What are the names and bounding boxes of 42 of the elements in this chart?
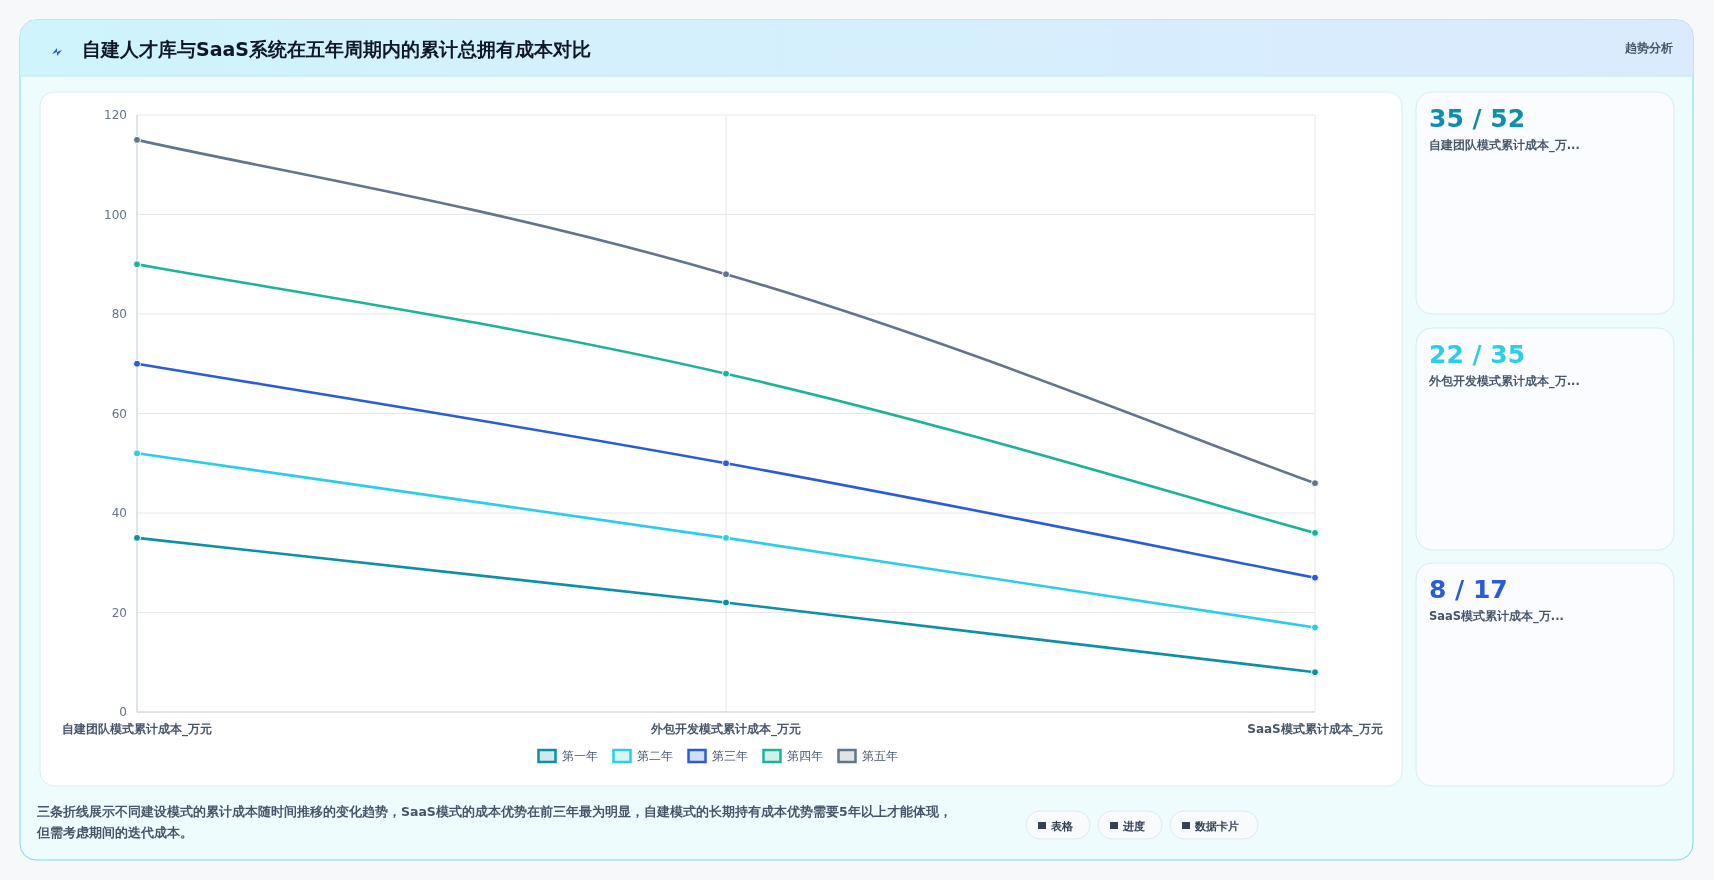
point — [1311, 623, 1319, 632]
legend-label: 第四年 — [786, 749, 823, 763]
y-tick-label: 20 — [111, 605, 127, 620]
legend-label: 第一年 — [561, 749, 598, 763]
legend-label: 第五年 — [861, 749, 898, 763]
x-tick-label: 自建团队模式累计成本_万元 — [62, 722, 212, 737]
point — [722, 598, 730, 607]
text: 22 / 35 — [1429, 340, 1526, 369]
point — [722, 459, 730, 468]
legend-label: 第二年 — [636, 749, 673, 763]
text: 8 / 17 — [1429, 575, 1508, 604]
y-tick-label: 40 — [111, 506, 127, 520]
x-tick-label: 外包开发模式累计成本_万元 — [650, 722, 801, 737]
category-label: 自建团队模式累计成本_万... — [1429, 138, 1580, 153]
point — [133, 260, 141, 269]
point — [722, 533, 730, 542]
text: 进度 — [1122, 820, 1145, 833]
y-tick-label: 80 — [111, 307, 127, 321]
point — [722, 270, 730, 279]
y-tick-label: 60 — [111, 406, 127, 421]
category-label: SaaS模式累计成本_万... — [1429, 609, 1564, 624]
x-tick-label: SaaS模式累计成本_万元 — [1247, 722, 1383, 737]
point — [133, 135, 141, 144]
chart-title: 自建人才库与SaaS系统在五年周期内的累计总拥有成本对比 — [82, 38, 592, 60]
point — [1311, 479, 1319, 488]
point — [1311, 528, 1319, 537]
point — [133, 359, 141, 368]
y-tick-label: 100 — [104, 207, 127, 222]
point — [1311, 573, 1319, 582]
point — [722, 369, 730, 378]
text: 表格 — [1050, 820, 1074, 833]
text: 35 / 52 — [1429, 104, 1526, 133]
legend-label: 第三年 — [711, 749, 748, 763]
y-tick-label: 120 — [104, 108, 127, 122]
text: 三条折线展示不同建设模式的累计成本随时间推移的变化趋势，SaaS模式的成本优势在前三年最为明显，自建模式的长期持有成本优势需要5年以上才能体现，但需考虑期间的迭代成本。 — [36, 804, 952, 840]
category-label: 外包开发模式累计成本_万... — [1428, 374, 1580, 389]
text: 趋势分析 — [1624, 41, 1673, 55]
point — [133, 449, 141, 458]
y-tick-label: 0 — [119, 705, 127, 719]
text: 数据卡片 — [1194, 820, 1239, 833]
point — [1311, 668, 1319, 677]
point — [133, 533, 141, 542]
